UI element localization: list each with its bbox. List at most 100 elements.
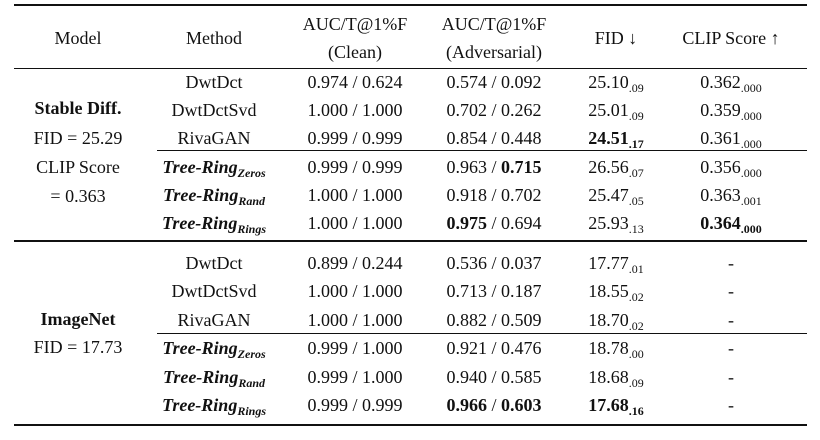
fid-value: 24.51 <box>588 128 629 148</box>
clip-cell: - <box>728 252 734 274</box>
clip-cell: - <box>728 337 734 359</box>
clip-cell: 0.356.000 <box>700 156 762 184</box>
auc-adv-value: 0.574 / 0.092 <box>446 72 542 92</box>
group-label-imagenet-fid: FID = 17.73 <box>33 337 123 357</box>
fid-value: 26.56 <box>588 157 629 177</box>
fid-cell: 25.47.05 <box>588 184 644 212</box>
fid-std: .09 <box>628 109 644 123</box>
mid-rule-stable <box>157 150 807 151</box>
auc-adv-value: 0.713 / 0.187 <box>446 281 542 301</box>
group-rule <box>14 240 807 242</box>
auc-adv-value: 0.882 / 0.509 <box>446 310 542 330</box>
method-cell: Tree-RingZeros <box>162 156 265 184</box>
clip-value: 0.361 <box>700 128 741 148</box>
fid-value: 18.70 <box>588 310 629 330</box>
auc-clean-value: 0.999 / 0.999 <box>307 395 403 415</box>
group-label-stable-clip-value: = 0.363 <box>50 186 106 206</box>
clip-cell: - <box>728 366 734 388</box>
clip-cell: 0.359.000 <box>700 99 762 127</box>
method-name: DwtDct <box>185 72 243 92</box>
auc-adv-cell: 0.574 / 0.092 <box>446 71 541 93</box>
method-name: Tree-Ring <box>161 213 238 233</box>
method-variant: Rand <box>238 194 266 208</box>
method-variant: Zeros <box>237 166 266 180</box>
fid-std: .02 <box>628 319 644 333</box>
fid-cell: 25.93.13 <box>588 212 644 240</box>
auc-clean-value: 0.899 / 0.244 <box>307 253 403 273</box>
auc-adv-cell: 0.940 / 0.585 <box>446 366 541 388</box>
group-label-stable-title: Stable Diff. <box>34 98 122 118</box>
auc-adv-cell: 0.963 / 0.715 <box>446 156 541 178</box>
method-cell: DwtDct <box>186 71 243 93</box>
clip-value: 0.363 <box>700 185 741 205</box>
clip-std: .000 <box>740 166 762 180</box>
fid-cell: 24.51.17 <box>588 127 644 155</box>
fid-std: .00 <box>628 347 644 361</box>
fid-value: 25.47 <box>588 185 629 205</box>
method-name: DwtDct <box>185 253 243 273</box>
auc-adv-tpr: 0.694 <box>501 213 542 233</box>
auc-adv-value: 0.702 / 0.262 <box>446 100 542 120</box>
fid-cell: 17.68.16 <box>588 394 644 422</box>
header-clip: CLIP Score ↑ <box>682 28 780 48</box>
method-cell: Tree-RingRand <box>163 366 265 394</box>
auc-clean-value: 1.000 / 1.000 <box>307 281 403 301</box>
mid-rule-imagenet <box>157 333 807 334</box>
clip-value: - <box>728 281 734 301</box>
fid-std: .05 <box>628 194 644 208</box>
fid-std: .09 <box>628 376 644 390</box>
clip-cell: 0.364.000 <box>700 212 762 240</box>
method-variant: Rings <box>237 404 267 418</box>
clip-std: .000 <box>740 137 762 151</box>
auc-adv-auc: 0.975 <box>446 213 487 233</box>
auc-clean-cell: 1.000 / 1.000 <box>307 184 402 206</box>
auc-adv-value: 0.854 / 0.448 <box>446 128 542 148</box>
auc-adv-value: 0.921 / 0.476 <box>446 338 542 358</box>
auc-adv-value: 0.940 / 0.585 <box>446 367 542 387</box>
auc-adv-cell: 0.975 / 0.694 <box>446 212 541 234</box>
fid-value: 18.68 <box>588 367 629 387</box>
fid-cell: 18.55.02 <box>588 280 644 308</box>
clip-std: .000 <box>740 222 762 236</box>
header-fid: FID ↓ <box>594 28 638 48</box>
auc-clean-value: 0.999 / 1.000 <box>307 367 403 387</box>
method-cell: Tree-RingRand <box>163 184 265 212</box>
group-label-stable-clip: CLIP Score <box>36 157 120 177</box>
method-cell: DwtDct <box>186 252 243 274</box>
auc-clean-cell: 1.000 / 1.000 <box>307 309 402 331</box>
fid-cell: 25.01.09 <box>588 99 644 127</box>
auc-adv-tpr: 0.715 <box>501 157 542 177</box>
auc-clean-cell: 0.999 / 0.999 <box>307 156 402 178</box>
auc-clean-value: 1.000 / 1.000 <box>307 185 403 205</box>
fid-cell: 25.10.09 <box>588 71 644 99</box>
auc-clean-cell: 0.999 / 1.000 <box>307 366 402 388</box>
auc-clean-value: 1.000 / 1.000 <box>307 213 403 233</box>
auc-adv-cell: 0.854 / 0.448 <box>446 127 541 149</box>
auc-clean-value: 0.999 / 1.000 <box>307 338 403 358</box>
auc-clean-cell: 1.000 / 1.000 <box>307 99 402 121</box>
method-name: Tree-Ring <box>162 367 239 387</box>
fid-std: .17 <box>628 137 644 151</box>
auc-adv-cell: 0.966 / 0.603 <box>446 394 541 416</box>
fid-std: .13 <box>628 222 644 236</box>
auc-adv-cell: 0.882 / 0.509 <box>446 309 541 331</box>
clip-value: 0.362 <box>700 72 741 92</box>
method-name: DwtDctSvd <box>171 100 257 120</box>
auc-clean-cell: 0.999 / 1.000 <box>307 337 402 359</box>
fid-std: .07 <box>628 166 644 180</box>
clip-value: 0.356 <box>700 157 741 177</box>
fid-cell: 18.78.00 <box>588 337 644 365</box>
header-method: Method <box>186 28 242 48</box>
method-cell: Tree-RingRings <box>162 394 266 422</box>
clip-value: - <box>728 395 734 415</box>
clip-value: - <box>728 338 734 358</box>
method-name: RivaGAN <box>177 310 251 330</box>
auc-clean-value: 1.000 / 1.000 <box>307 100 403 120</box>
auc-adv-cell: 0.702 / 0.262 <box>446 99 541 121</box>
clip-cell: 0.361.000 <box>700 127 762 155</box>
clip-value: - <box>728 253 734 273</box>
fid-value: 25.93 <box>588 213 629 233</box>
auc-adv-value: 0.536 / 0.037 <box>446 253 542 273</box>
auc-clean-cell: 0.974 / 0.624 <box>307 71 402 93</box>
auc-clean-cell: 1.000 / 1.000 <box>307 280 402 302</box>
